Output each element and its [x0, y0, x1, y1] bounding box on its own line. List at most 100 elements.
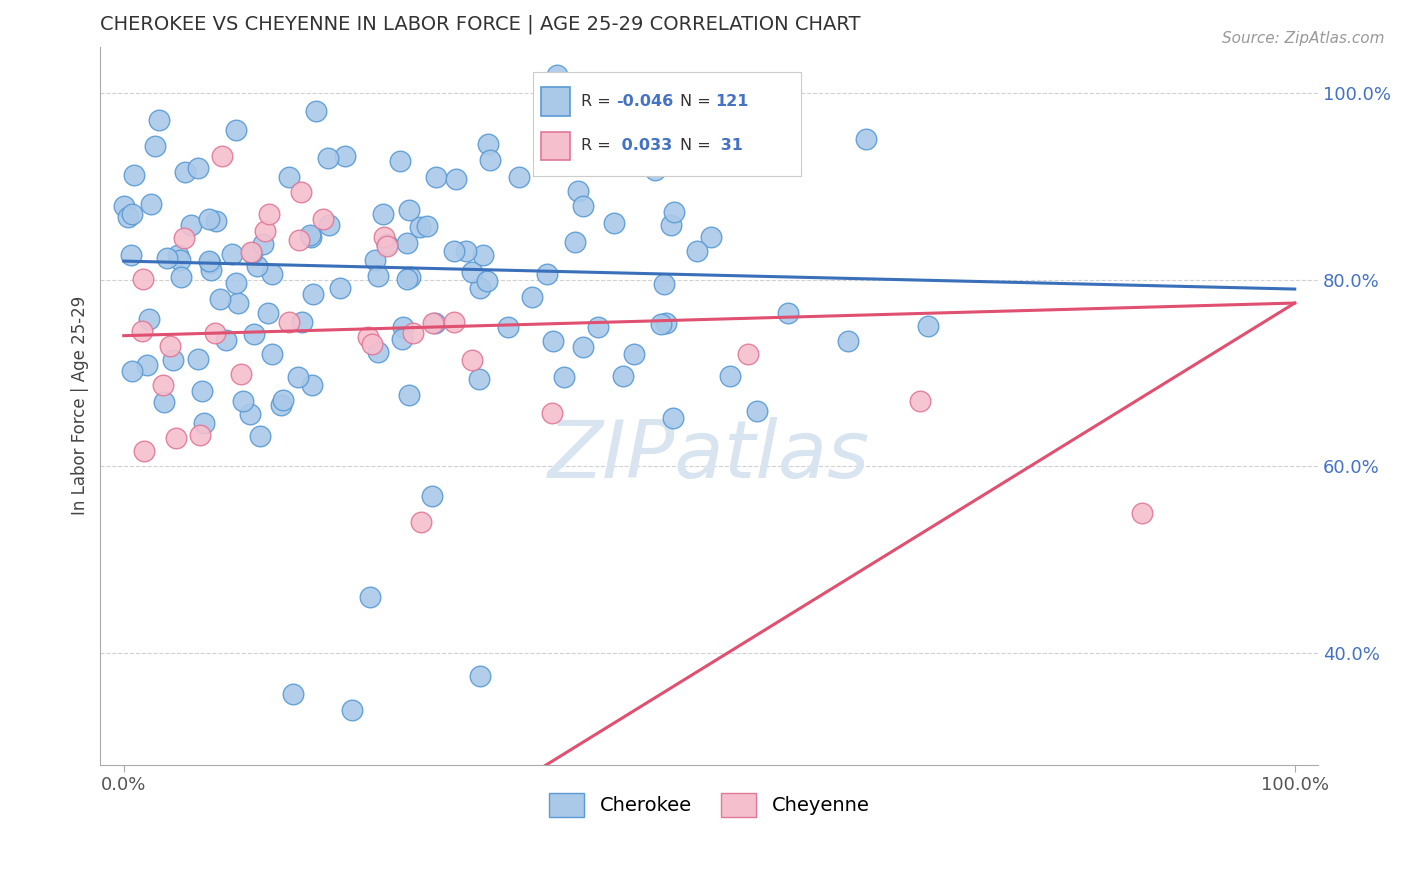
Point: [204, 326, 226, 340]
Point: [131, 324, 153, 338]
Point: [855, 132, 877, 146]
Point: [837, 334, 859, 349]
Point: [187, 352, 209, 367]
Point: [623, 347, 645, 361]
Point: [239, 245, 262, 260]
Point: [208, 292, 231, 306]
Point: [138, 312, 160, 326]
Point: [409, 515, 432, 529]
Point: [508, 169, 530, 184]
Point: [305, 104, 328, 119]
Point: [193, 416, 215, 430]
Point: [187, 161, 209, 175]
Point: [225, 277, 247, 291]
Point: [520, 290, 543, 304]
Point: [180, 218, 202, 232]
Point: [287, 233, 309, 247]
Point: [644, 163, 666, 178]
Point: [243, 326, 266, 341]
Point: [391, 319, 413, 334]
Point: [572, 340, 595, 354]
Point: [395, 235, 418, 250]
Point: [198, 211, 221, 226]
Point: [498, 320, 520, 334]
Point: [173, 231, 195, 245]
Point: [246, 259, 269, 273]
Point: [291, 315, 314, 329]
Point: [249, 429, 271, 443]
Point: [302, 287, 325, 301]
Point: [747, 404, 769, 418]
Point: [422, 316, 444, 330]
Point: [389, 154, 412, 169]
Point: [470, 281, 492, 295]
Point: [228, 295, 250, 310]
Point: [260, 346, 283, 360]
Point: [564, 235, 586, 249]
Point: [467, 372, 489, 386]
Point: [143, 139, 166, 153]
Point: [200, 256, 222, 270]
Point: [567, 184, 589, 198]
Point: [546, 68, 568, 82]
Point: [117, 210, 139, 224]
Point: [471, 248, 494, 262]
Point: [229, 367, 252, 381]
Y-axis label: In Labor Force | Age 25-29: In Labor Force | Age 25-29: [72, 296, 89, 516]
Point: [169, 252, 191, 267]
Point: [188, 428, 211, 442]
Point: [700, 230, 723, 244]
Point: [603, 216, 626, 230]
Point: [398, 387, 420, 401]
Point: [377, 239, 399, 253]
Point: [359, 590, 381, 604]
Point: [443, 314, 465, 328]
Point: [252, 237, 274, 252]
Point: [121, 207, 143, 221]
Point: [342, 703, 364, 717]
Point: [316, 151, 339, 165]
Point: [364, 253, 387, 268]
Point: [572, 198, 595, 212]
Point: [399, 269, 422, 284]
Point: [917, 318, 939, 333]
Point: [361, 337, 384, 351]
Point: [652, 277, 675, 291]
Point: [162, 352, 184, 367]
Point: [662, 410, 685, 425]
Point: [446, 171, 468, 186]
Text: CHEROKEE VS CHEYENNE IN LABOR FORCE | AGE 25-29 CORRELATION CHART: CHEROKEE VS CHEYENNE IN LABOR FORCE | AG…: [100, 15, 860, 35]
Point: [298, 228, 321, 243]
Point: [132, 443, 155, 458]
Point: [120, 248, 142, 262]
Point: [367, 344, 389, 359]
Point: [391, 332, 413, 346]
Point: [257, 207, 280, 221]
Point: [318, 218, 340, 232]
Point: [239, 408, 262, 422]
Point: [553, 369, 575, 384]
Point: [686, 244, 709, 258]
Point: [329, 281, 352, 295]
Point: [461, 265, 484, 279]
Point: [290, 185, 312, 199]
Point: [159, 339, 181, 353]
Point: [737, 347, 759, 361]
Point: [373, 230, 395, 244]
Point: [198, 253, 221, 268]
Point: [262, 267, 284, 281]
Point: [277, 169, 299, 184]
Point: [153, 394, 176, 409]
Point: [475, 274, 498, 288]
Point: [287, 370, 309, 384]
Point: [200, 262, 222, 277]
Point: [662, 204, 685, 219]
Point: [205, 214, 228, 228]
Point: [283, 688, 305, 702]
Point: [271, 393, 294, 408]
Point: [301, 378, 323, 392]
Point: [1132, 506, 1154, 520]
Point: [333, 149, 356, 163]
Point: [479, 153, 502, 168]
Point: [423, 316, 446, 330]
